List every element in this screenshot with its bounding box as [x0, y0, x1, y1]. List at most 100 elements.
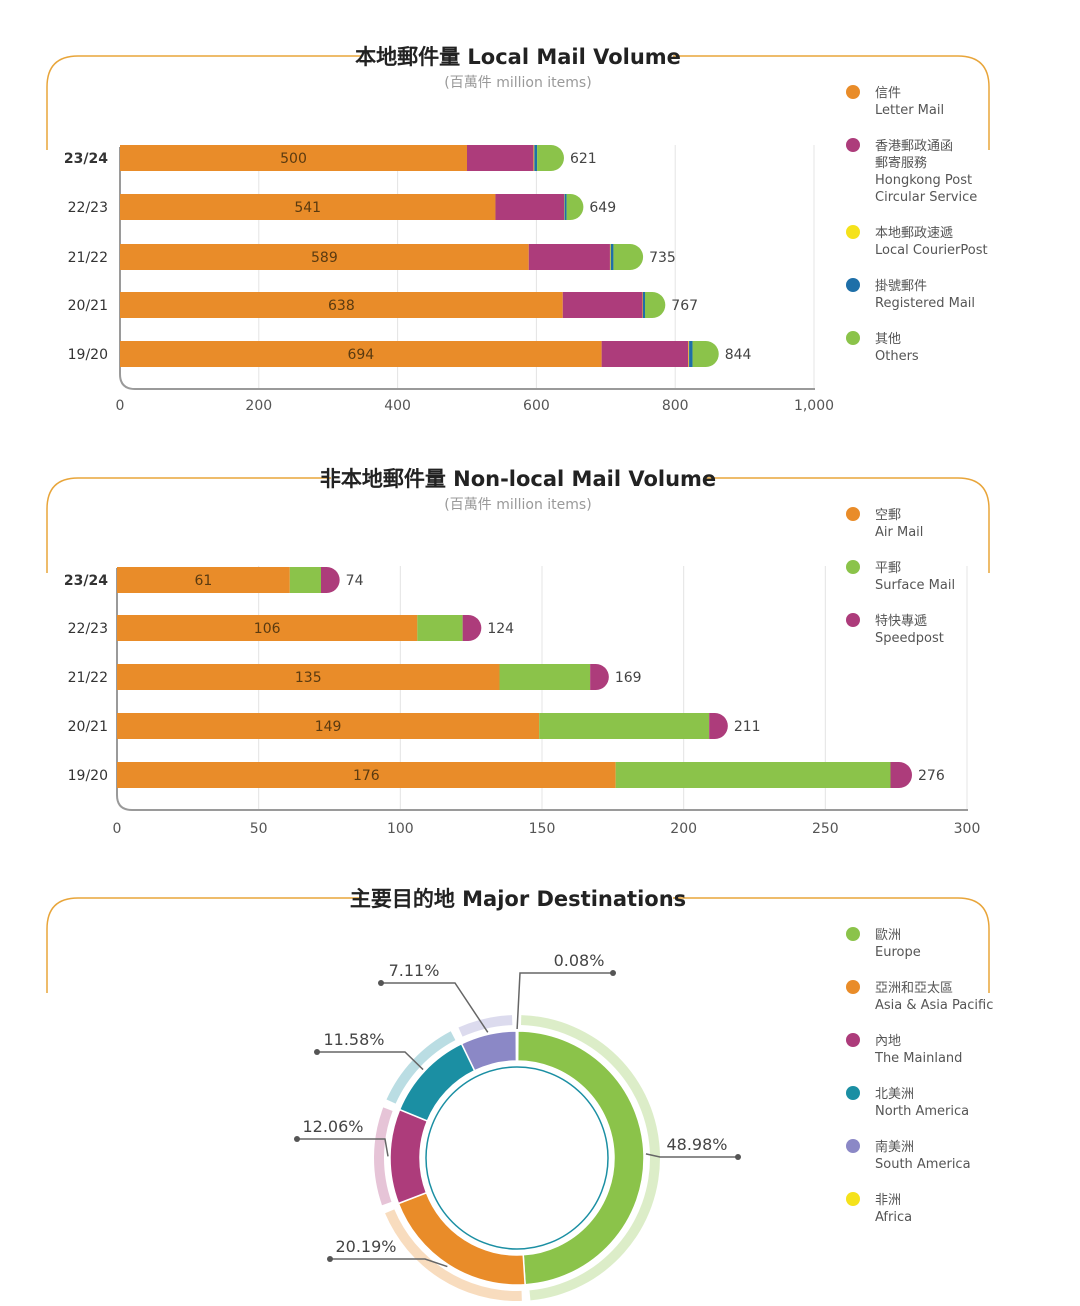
donut-slice	[397, 1191, 526, 1286]
bar-segment	[117, 567, 290, 593]
chart-subtitle: (百萬件 million items)	[444, 497, 591, 513]
donut-slice	[515, 1030, 519, 1062]
x-tick-labels: 0 50 100 150 200 250 300	[113, 821, 981, 837]
legend-item: 掛號郵件 Registered Mail	[846, 278, 975, 311]
legend-label-en: Africa	[875, 1210, 912, 1225]
x-tick-label: 200	[670, 821, 697, 837]
legend: 空郵 Air Mail 平郵 Surface Mail 特快專遞 Speedpost	[846, 507, 955, 646]
bar-segment	[615, 762, 891, 788]
bar-segment	[462, 615, 482, 641]
bars: 23/24 61 74 22/23 106 124 21/22 135 169 20/21 149 2…	[64, 567, 945, 788]
bar-segment	[645, 292, 666, 318]
bar-segment	[117, 615, 418, 641]
donut-slice	[516, 1030, 645, 1286]
total-label: 74	[346, 573, 364, 589]
section-frame-local	[46, 55, 990, 150]
x-tick-label: 200	[245, 398, 272, 414]
bar-segment	[117, 713, 540, 739]
bar-segment	[539, 713, 710, 739]
donut	[374, 1015, 661, 1301]
destinations-chart: 主要目的地 Major Destinations 48.98% 20.19% 12.…	[46, 887, 993, 1301]
category-label: 19/20	[68, 768, 108, 784]
bar-segment	[117, 762, 616, 788]
leader-dot	[294, 1136, 300, 1142]
legend-label-zh: 平郵	[875, 561, 901, 576]
legend-label-zh: 其他	[875, 332, 901, 347]
leader-dot	[735, 1154, 741, 1160]
bar-segment	[495, 194, 565, 220]
chart-title: 主要目的地 Major Destinations	[350, 887, 686, 911]
bar-segment	[117, 664, 500, 690]
legend-swatch	[846, 1192, 860, 1206]
bars: 23/24 500 621 22/23 541 649 21/22 589 735 20/21 63…	[64, 145, 752, 367]
legend-label-zh: 郵寄服務	[875, 155, 927, 171]
slice-label: 12.06%	[302, 1117, 363, 1136]
legend-label-zh: 北美洲	[875, 1087, 914, 1102]
legend-swatch	[846, 927, 860, 941]
legend-label-en: Others	[875, 349, 919, 364]
bar-segment	[642, 292, 646, 318]
bar-segment	[562, 292, 643, 318]
leader-line	[516, 972, 613, 1030]
x-tick-label: 100	[387, 821, 414, 837]
segment-label: 176	[353, 768, 380, 784]
x-tick-label: 0	[116, 398, 125, 414]
legend-label-en: The Mainland	[874, 1051, 962, 1066]
bar-segment	[692, 341, 719, 367]
total-label: 621	[570, 151, 597, 167]
legend-label-en: Asia & Asia Pacific	[875, 998, 993, 1013]
bar-segment	[613, 244, 644, 270]
slice-label: 11.58%	[323, 1030, 384, 1049]
legend-label-en: South America	[875, 1157, 971, 1172]
legend-swatch	[846, 507, 860, 521]
legend-item: 非洲 Africa	[846, 1192, 912, 1225]
x-tick-label: 150	[529, 821, 556, 837]
chart-subtitle: (百萬件 million items)	[444, 75, 591, 91]
legend-label-zh: 空郵	[875, 508, 901, 523]
bar-segment	[289, 567, 321, 593]
chart-title: 本地郵件量 Local Mail Volume	[355, 45, 681, 69]
bar-segment	[528, 244, 610, 270]
bar-segment	[537, 145, 564, 171]
legend-item: 南美洲 South America	[846, 1139, 971, 1172]
legend-swatch	[846, 331, 860, 345]
segment-label: 500	[280, 151, 307, 167]
bar-segment	[566, 194, 584, 220]
legend-item: 亞洲和亞太區 Asia & Asia Pacific	[846, 980, 993, 1013]
total-label: 649	[589, 200, 616, 216]
legend-item: 平郵 Surface Mail	[846, 560, 955, 593]
x-tick-label: 1,000	[794, 398, 834, 414]
chart-title: 非本地郵件量 Non-local Mail Volume	[320, 467, 716, 491]
leader-dot	[314, 1049, 320, 1055]
local-mail-chart: 本地郵件量 Local Mail Volume (百萬件 million ite…	[46, 45, 990, 414]
legend-swatch	[846, 278, 860, 292]
category-label: 20/21	[68, 298, 108, 314]
legend-item: 特快專遞 Speedpost	[846, 613, 944, 646]
category-label: 19/20	[68, 347, 108, 363]
leader-dot	[378, 980, 384, 986]
legend-item: 其他 Others	[846, 331, 919, 364]
legend-swatch	[846, 138, 860, 152]
legend-swatch	[846, 1086, 860, 1100]
leader-dot	[610, 970, 616, 976]
bar-segment	[534, 145, 538, 171]
legend-label-zh: 本地郵政速遞	[875, 226, 953, 241]
legend-label-en: Speedpost	[875, 631, 944, 646]
legend-swatch	[846, 225, 860, 239]
bar-segment	[688, 341, 690, 367]
total-label: 211	[734, 719, 761, 735]
legend-label-zh: 非洲	[875, 1193, 901, 1208]
bar-segment	[601, 341, 689, 367]
slice-label: 20.19%	[335, 1237, 396, 1256]
total-label: 767	[671, 298, 698, 314]
legend: 歐洲 Europe 亞洲和亞太區 Asia & Asia Pacific 內地 The M…	[846, 927, 993, 1225]
bar-segment	[609, 244, 611, 270]
legend-label-zh: 內地	[875, 1034, 901, 1049]
segment-label: 135	[295, 670, 322, 686]
segment-label: 149	[315, 719, 342, 735]
bar-segment	[590, 664, 609, 690]
slice-label: 0.08%	[554, 951, 605, 970]
